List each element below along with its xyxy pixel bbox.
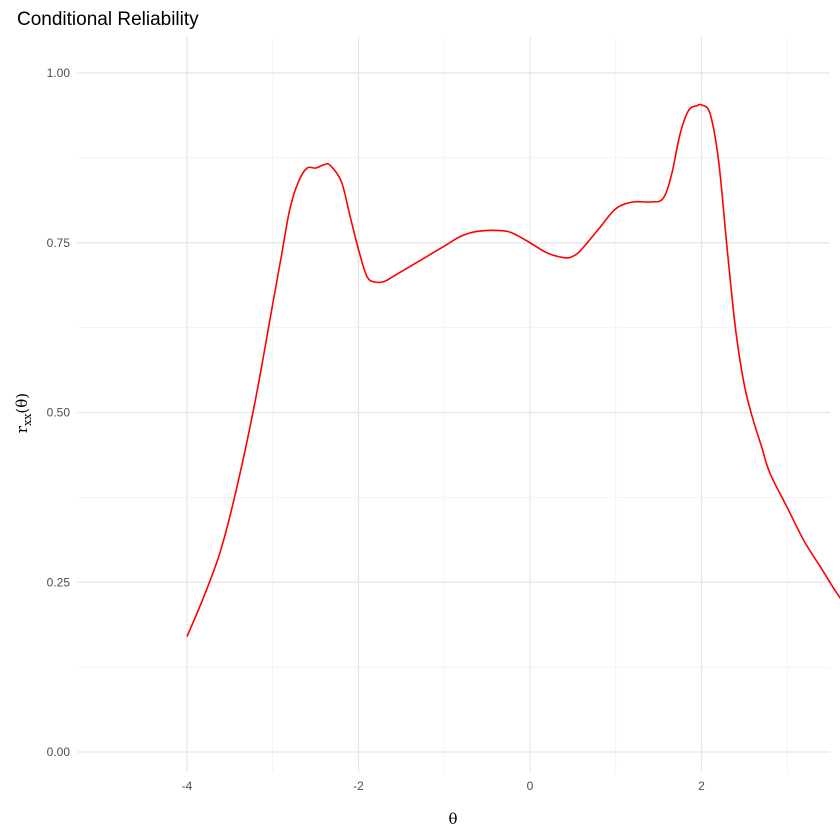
- y-axis-label-arg: (θ): [13, 393, 31, 414]
- svg-text:rxx(θ): rxx(θ): [13, 393, 34, 433]
- y-axis-label-sub: xx: [21, 413, 34, 426]
- grid-lines: [77, 37, 830, 772]
- y-tick-label: 1.00: [47, 66, 71, 80]
- x-tick-label: -4: [182, 779, 193, 793]
- y-tick-label: 0.75: [47, 236, 71, 250]
- y-tick-label: 0.50: [47, 406, 71, 420]
- x-tick-labels: -4-2024: [182, 779, 705, 793]
- chart-title: Conditional Reliability: [17, 9, 199, 30]
- y-tick-label: 0.25: [47, 575, 71, 589]
- x-tick-label: -2: [353, 779, 364, 793]
- y-axis-label-main: r: [13, 425, 31, 433]
- y-tick-labels: 0.00 0.25 0.50 0.75 1.00: [47, 66, 71, 759]
- x-axis-label: θ: [448, 810, 457, 828]
- y-tick-label: 0.00: [47, 745, 71, 759]
- x-tick-label: 0: [527, 779, 534, 793]
- x-tick-label: 2: [698, 779, 705, 793]
- data-series: [186, 103, 840, 637]
- reliability-curve: [186, 103, 840, 637]
- y-axis-label: rxx(θ): [13, 393, 34, 433]
